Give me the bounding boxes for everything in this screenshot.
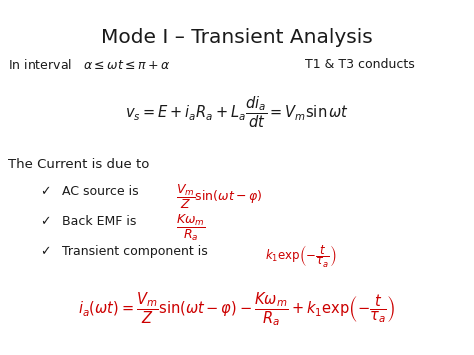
- Text: $k_1 \exp\!\left(-\dfrac{t}{\tau_a}\right)$: $k_1 \exp\!\left(-\dfrac{t}{\tau_a}\righ…: [265, 243, 337, 269]
- Text: T1 & T3 conducts: T1 & T3 conducts: [305, 58, 415, 71]
- Text: In interval   $\alpha \leq \omega t \leq \pi + \alpha$: In interval $\alpha \leq \omega t \leq \…: [8, 58, 170, 72]
- Text: $\dfrac{K\omega_m}{R_a}$: $\dfrac{K\omega_m}{R_a}$: [176, 213, 206, 243]
- Text: The Current is due to: The Current is due to: [8, 158, 149, 171]
- Text: ✓: ✓: [40, 245, 50, 258]
- Text: ✓: ✓: [40, 215, 50, 228]
- Text: AC source is: AC source is: [62, 185, 143, 198]
- Text: Back EMF is: Back EMF is: [62, 215, 140, 228]
- Text: $v_s = E + i_a R_a + L_a \dfrac{di_a}{dt} = V_m \sin \omega t$: $v_s = E + i_a R_a + L_a \dfrac{di_a}{dt…: [125, 95, 349, 130]
- Text: Transient component is: Transient component is: [62, 245, 212, 258]
- Text: ✓: ✓: [40, 185, 50, 198]
- Text: $\dfrac{V_m}{Z}\sin(\omega t - \varphi)$: $\dfrac{V_m}{Z}\sin(\omega t - \varphi)$: [176, 183, 263, 211]
- Text: Mode I – Transient Analysis: Mode I – Transient Analysis: [101, 28, 373, 47]
- Text: $i_a(\omega t) = \dfrac{V_m}{Z}\sin(\omega t - \varphi) - \dfrac{K\omega_m}{R_a}: $i_a(\omega t) = \dfrac{V_m}{Z}\sin(\ome…: [78, 290, 396, 328]
